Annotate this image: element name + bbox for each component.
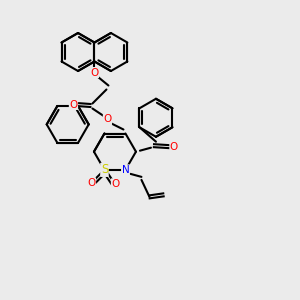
Text: O: O	[69, 100, 78, 110]
Text: O: O	[90, 68, 99, 77]
Text: O: O	[103, 115, 112, 124]
Text: O: O	[111, 179, 120, 189]
Text: S: S	[101, 164, 108, 176]
Text: O: O	[170, 142, 178, 152]
Text: O: O	[87, 178, 96, 188]
Text: N: N	[122, 165, 129, 175]
